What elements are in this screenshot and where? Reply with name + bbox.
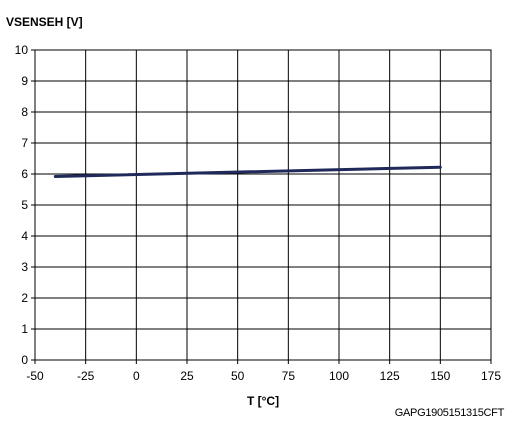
y-tick-label: 4 (21, 229, 28, 243)
grid-lines (31, 49, 492, 364)
y-tick-label: 9 (21, 74, 28, 88)
x-tick-label: 175 (481, 369, 501, 383)
x-axis-label: T [°C] (247, 394, 279, 408)
x-tick-label: -50 (26, 369, 44, 383)
y-tick-label: 1 (21, 322, 28, 336)
x-tick-labels: -50 -25 0 25 50 75 100 125 150 175 (26, 369, 501, 383)
x-tick-label: 25 (180, 369, 194, 383)
y-tick-label: 7 (21, 136, 28, 150)
y-tick-label: 0 (21, 353, 28, 367)
y-tick-label: 3 (21, 260, 28, 274)
y-tick-label: 10 (15, 43, 29, 57)
series-layer (53, 165, 442, 178)
figure-code: GAPG1905151315CFT (395, 407, 505, 419)
x-tick-label: 125 (380, 369, 400, 383)
x-tick-label: 50 (231, 369, 245, 383)
x-tick-label: 75 (282, 369, 296, 383)
x-tick-label: 0 (133, 369, 140, 383)
y-tick-label: 8 (21, 105, 28, 119)
x-tick-label: 100 (329, 369, 349, 383)
x-tick-label: -25 (77, 369, 95, 383)
x-tick-label: 150 (430, 369, 450, 383)
y-axis-label: VSENSEH [V] (6, 15, 83, 29)
y-tick-label: 5 (21, 198, 28, 212)
series-line-0 (53, 165, 442, 178)
y-tick-label: 2 (21, 291, 28, 305)
y-tick-label: 6 (21, 167, 28, 181)
y-tick-labels: 0 1 2 3 4 5 6 7 8 9 10 (15, 43, 29, 367)
